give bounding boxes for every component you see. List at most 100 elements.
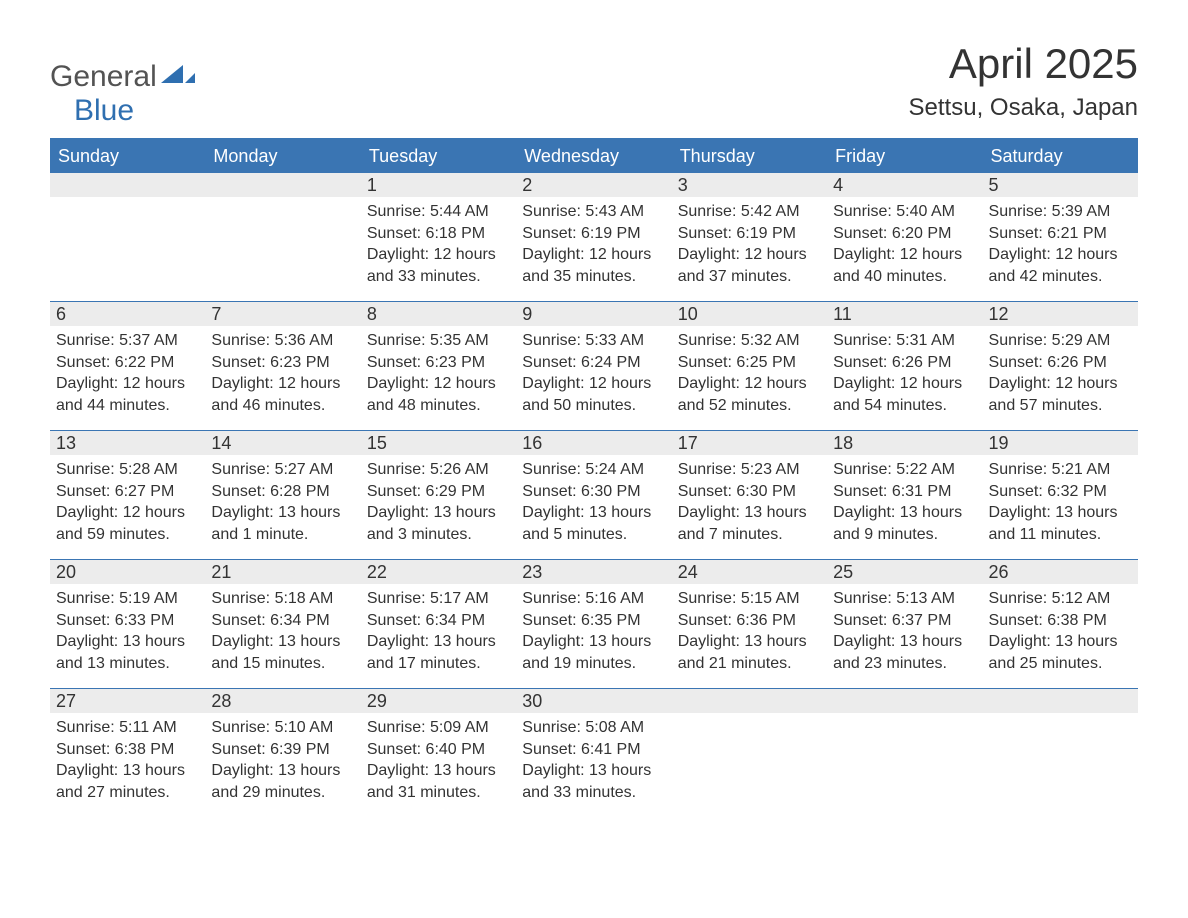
- day-number: 6: [50, 302, 205, 326]
- sunset-text: Sunset: 6:34 PM: [211, 610, 354, 632]
- weekday-header: Friday: [827, 140, 982, 173]
- day-cell: 18Sunrise: 5:22 AMSunset: 6:31 PMDayligh…: [827, 431, 982, 559]
- daylight-text: Daylight: 12 hours and 37 minutes.: [678, 244, 821, 287]
- day-cell: 14Sunrise: 5:27 AMSunset: 6:28 PMDayligh…: [205, 431, 360, 559]
- day-cell: 23Sunrise: 5:16 AMSunset: 6:35 PMDayligh…: [516, 560, 671, 688]
- day-number: [983, 689, 1138, 713]
- sunrise-text: Sunrise: 5:27 AM: [211, 459, 354, 481]
- sunrise-text: Sunrise: 5:42 AM: [678, 201, 821, 223]
- day-body: Sunrise: 5:42 AMSunset: 6:19 PMDaylight:…: [672, 197, 827, 295]
- day-number: 17: [672, 431, 827, 455]
- sunrise-text: Sunrise: 5:11 AM: [56, 717, 199, 739]
- week-row: 27Sunrise: 5:11 AMSunset: 6:38 PMDayligh…: [50, 688, 1138, 817]
- day-number: 11: [827, 302, 982, 326]
- weeks-container: 1Sunrise: 5:44 AMSunset: 6:18 PMDaylight…: [50, 173, 1138, 817]
- sunset-text: Sunset: 6:23 PM: [367, 352, 510, 374]
- logo-text-blue: Blue: [74, 94, 195, 128]
- day-number: 25: [827, 560, 982, 584]
- sunrise-text: Sunrise: 5:08 AM: [522, 717, 665, 739]
- week-row: 13Sunrise: 5:28 AMSunset: 6:27 PMDayligh…: [50, 430, 1138, 559]
- day-number: 2: [516, 173, 671, 197]
- day-body: Sunrise: 5:35 AMSunset: 6:23 PMDaylight:…: [361, 326, 516, 424]
- weekday-header: Monday: [205, 140, 360, 173]
- sunset-text: Sunset: 6:35 PM: [522, 610, 665, 632]
- sunrise-text: Sunrise: 5:09 AM: [367, 717, 510, 739]
- sunset-text: Sunset: 6:25 PM: [678, 352, 821, 374]
- sunset-text: Sunset: 6:38 PM: [56, 739, 199, 761]
- day-cell: 7Sunrise: 5:36 AMSunset: 6:23 PMDaylight…: [205, 302, 360, 430]
- day-number: 19: [983, 431, 1138, 455]
- sunset-text: Sunset: 6:30 PM: [522, 481, 665, 503]
- day-number: 7: [205, 302, 360, 326]
- daylight-text: Daylight: 12 hours and 59 minutes.: [56, 502, 199, 545]
- sunrise-text: Sunrise: 5:29 AM: [989, 330, 1132, 352]
- day-number: 15: [361, 431, 516, 455]
- sunrise-text: Sunrise: 5:28 AM: [56, 459, 199, 481]
- sunrise-text: Sunrise: 5:26 AM: [367, 459, 510, 481]
- day-cell: [205, 173, 360, 301]
- sunset-text: Sunset: 6:19 PM: [678, 223, 821, 245]
- day-cell: 5Sunrise: 5:39 AMSunset: 6:21 PMDaylight…: [983, 173, 1138, 301]
- daylight-text: Daylight: 12 hours and 40 minutes.: [833, 244, 976, 287]
- sunrise-text: Sunrise: 5:10 AM: [211, 717, 354, 739]
- logo-line1: General: [50, 60, 195, 94]
- day-number: [827, 689, 982, 713]
- day-cell: 10Sunrise: 5:32 AMSunset: 6:25 PMDayligh…: [672, 302, 827, 430]
- weekday-header: Tuesday: [361, 140, 516, 173]
- day-body: Sunrise: 5:44 AMSunset: 6:18 PMDaylight:…: [361, 197, 516, 295]
- day-body: [983, 713, 1138, 725]
- sunrise-text: Sunrise: 5:24 AM: [522, 459, 665, 481]
- day-cell: [50, 173, 205, 301]
- day-number: 1: [361, 173, 516, 197]
- sunset-text: Sunset: 6:24 PM: [522, 352, 665, 374]
- day-cell: 24Sunrise: 5:15 AMSunset: 6:36 PMDayligh…: [672, 560, 827, 688]
- sunrise-text: Sunrise: 5:32 AM: [678, 330, 821, 352]
- sunset-text: Sunset: 6:33 PM: [56, 610, 199, 632]
- day-number: [672, 689, 827, 713]
- day-number: 22: [361, 560, 516, 584]
- week-row: 1Sunrise: 5:44 AMSunset: 6:18 PMDaylight…: [50, 173, 1138, 301]
- month-title: April 2025: [909, 40, 1138, 88]
- daylight-text: Daylight: 13 hours and 9 minutes.: [833, 502, 976, 545]
- daylight-text: Daylight: 13 hours and 23 minutes.: [833, 631, 976, 674]
- sunrise-text: Sunrise: 5:19 AM: [56, 588, 199, 610]
- top-row: General Blue April 2025 Settsu, Osaka, J…: [50, 40, 1138, 128]
- day-cell: 19Sunrise: 5:21 AMSunset: 6:32 PMDayligh…: [983, 431, 1138, 559]
- sunrise-text: Sunrise: 5:21 AM: [989, 459, 1132, 481]
- daylight-text: Daylight: 13 hours and 11 minutes.: [989, 502, 1132, 545]
- daylight-text: Daylight: 13 hours and 15 minutes.: [211, 631, 354, 674]
- sunrise-text: Sunrise: 5:31 AM: [833, 330, 976, 352]
- day-number: 28: [205, 689, 360, 713]
- sunset-text: Sunset: 6:26 PM: [989, 352, 1132, 374]
- day-body: [205, 197, 360, 209]
- daylight-text: Daylight: 12 hours and 46 minutes.: [211, 373, 354, 416]
- day-body: [50, 197, 205, 209]
- day-number: 29: [361, 689, 516, 713]
- day-number: 27: [50, 689, 205, 713]
- day-body: Sunrise: 5:29 AMSunset: 6:26 PMDaylight:…: [983, 326, 1138, 424]
- day-body: Sunrise: 5:37 AMSunset: 6:22 PMDaylight:…: [50, 326, 205, 424]
- sunset-text: Sunset: 6:30 PM: [678, 481, 821, 503]
- day-cell: 28Sunrise: 5:10 AMSunset: 6:39 PMDayligh…: [205, 689, 360, 817]
- day-cell: [827, 689, 982, 817]
- day-body: Sunrise: 5:13 AMSunset: 6:37 PMDaylight:…: [827, 584, 982, 682]
- daylight-text: Daylight: 12 hours and 48 minutes.: [367, 373, 510, 416]
- weekday-header: Saturday: [983, 140, 1138, 173]
- day-number: 14: [205, 431, 360, 455]
- sunrise-text: Sunrise: 5:36 AM: [211, 330, 354, 352]
- day-body: Sunrise: 5:17 AMSunset: 6:34 PMDaylight:…: [361, 584, 516, 682]
- sunset-text: Sunset: 6:38 PM: [989, 610, 1132, 632]
- sunset-text: Sunset: 6:27 PM: [56, 481, 199, 503]
- sunrise-text: Sunrise: 5:22 AM: [833, 459, 976, 481]
- weekday-header: Thursday: [672, 140, 827, 173]
- weekday-header: Wednesday: [516, 140, 671, 173]
- day-cell: 20Sunrise: 5:19 AMSunset: 6:33 PMDayligh…: [50, 560, 205, 688]
- day-body: Sunrise: 5:27 AMSunset: 6:28 PMDaylight:…: [205, 455, 360, 553]
- day-number: 10: [672, 302, 827, 326]
- sunset-text: Sunset: 6:21 PM: [989, 223, 1132, 245]
- day-cell: 17Sunrise: 5:23 AMSunset: 6:30 PMDayligh…: [672, 431, 827, 559]
- day-number: [205, 173, 360, 197]
- day-body: Sunrise: 5:36 AMSunset: 6:23 PMDaylight:…: [205, 326, 360, 424]
- daylight-text: Daylight: 13 hours and 21 minutes.: [678, 631, 821, 674]
- day-body: Sunrise: 5:23 AMSunset: 6:30 PMDaylight:…: [672, 455, 827, 553]
